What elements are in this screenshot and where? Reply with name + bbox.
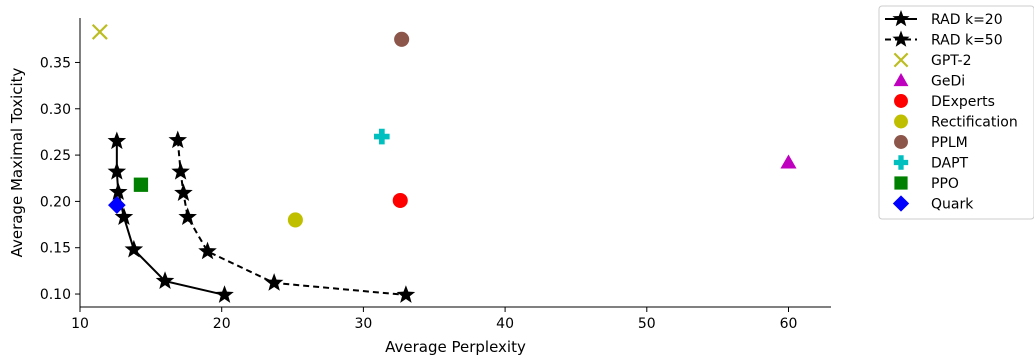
data-point [155, 271, 175, 289]
legend-label: Quark [931, 197, 974, 213]
data-point [396, 285, 416, 303]
series-5 [287, 212, 303, 228]
legend-frame [878, 5, 1034, 220]
data-point [174, 183, 193, 201]
data-point [124, 239, 144, 258]
plot-area [91, 23, 797, 303]
legend-item: PPLM [894, 135, 968, 151]
data-point [133, 177, 149, 192]
data-point [198, 241, 217, 260]
data-point [107, 131, 127, 150]
legend-label: GPT-2 [931, 53, 972, 69]
data-point [107, 162, 127, 180]
data-point [108, 196, 126, 214]
data-point [168, 130, 188, 149]
y-axis-label: Average Maximal Toxicity [8, 67, 26, 257]
legend-marker [894, 114, 908, 129]
legend-label: RAD k=50 [931, 33, 1003, 49]
y-tick-label: 0.20 [40, 194, 71, 210]
x-tick-label: 10 [71, 316, 89, 332]
data-point [264, 273, 284, 291]
x-tick-label: 60 [780, 316, 798, 332]
legend: RAD k=20 RAD k=50 GPT-2 GeDi DExperts Rectifi… [878, 5, 1034, 220]
legend-label: PPLM [931, 135, 968, 151]
legend-marker [892, 30, 910, 47]
legend-item: PPO [894, 176, 959, 192]
legend-marker [894, 135, 908, 149]
legend-marker [892, 10, 910, 27]
legend-marker [894, 94, 908, 108]
data-point [392, 192, 408, 209]
legend-label: DAPT [931, 156, 969, 172]
data-point [114, 207, 134, 226]
x-tick-label: 20 [213, 316, 231, 332]
data-point [394, 31, 410, 47]
legend-item: Quark [892, 195, 974, 213]
legend-label: RAD k=20 [931, 12, 1003, 28]
y-tick-label: 0.15 [40, 241, 71, 257]
legend-item: RAD k=20 [885, 10, 1003, 28]
y-tick-label: 0.35 [40, 55, 71, 71]
data-point [215, 285, 234, 303]
y-tick-label: 0.25 [40, 148, 71, 164]
legend-marker [893, 73, 909, 87]
x-axis-label: Average Perplexity [385, 338, 526, 356]
data-point [178, 207, 197, 226]
series-0 [107, 131, 234, 303]
x-tick-label: 50 [638, 316, 656, 332]
legend-item: GeDi [893, 73, 965, 90]
legend-marker [893, 155, 909, 170]
legend-item: DExperts [894, 94, 995, 110]
series-9 [108, 196, 126, 214]
x-tick-label: 30 [354, 316, 372, 332]
data-point [108, 182, 128, 201]
legend-marker [894, 176, 908, 190]
legend-item: GPT-2 [893, 52, 972, 69]
legend-marker [892, 195, 910, 212]
x-tick-label: 40 [496, 316, 514, 332]
legend-label: Rectification [931, 115, 1018, 131]
series-6 [394, 31, 410, 47]
data-point [287, 212, 303, 228]
legend-label: PPO [931, 176, 959, 192]
series-4 [392, 192, 408, 209]
legend-item: DAPT [893, 155, 969, 172]
y-tick-label: 0.30 [40, 102, 71, 118]
legend-label: GeDi [931, 74, 965, 90]
data-point [171, 162, 190, 180]
data-point [374, 128, 390, 145]
axes: 10 20 30 40 50 60 0.10 0.15 0.20 0.25 0.30 0.35 [40, 18, 831, 332]
series-8 [133, 177, 149, 192]
legend-item: RAD k=50 [885, 30, 1003, 49]
series-1 [168, 130, 416, 303]
series-2 [91, 23, 108, 40]
legend-item: Rectification [894, 115, 1018, 131]
legend-marker [893, 52, 909, 68]
y-tick-label: 0.10 [40, 287, 71, 303]
legend-label: DExperts [931, 94, 995, 110]
series-7 [374, 128, 390, 145]
series-3 [780, 154, 797, 169]
data-point [780, 154, 797, 169]
data-point [91, 23, 108, 40]
